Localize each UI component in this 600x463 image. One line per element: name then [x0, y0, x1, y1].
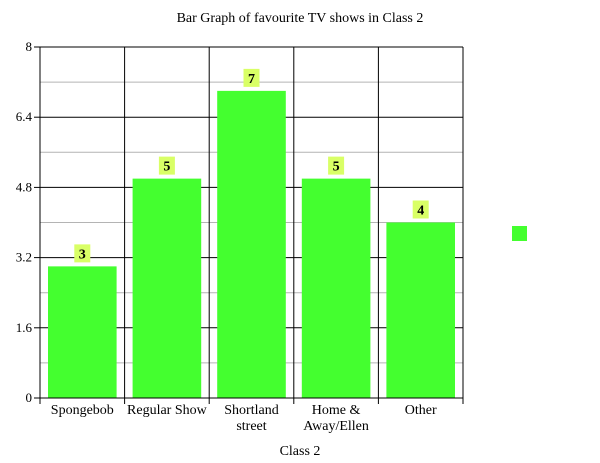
x-tick-label: street [236, 419, 266, 434]
chart-title: Bar Graph of favourite TV shows in Class… [177, 11, 424, 26]
x-tick-label: Away/Ellen [303, 419, 369, 434]
axes [34, 47, 463, 404]
x-tick-label: Home & [312, 403, 361, 418]
x-axis-label: Class 2 [280, 444, 321, 459]
y-axis-ticks: 0 1.6 3.2 4.8 6.4 8 [16, 39, 40, 405]
bar [386, 222, 455, 398]
data-label: 5 [163, 160, 170, 175]
y-tick-label: 0 [26, 390, 33, 405]
x-tick-label: Other [405, 403, 437, 418]
y-tick-label: 3.2 [16, 250, 32, 265]
bars [48, 90, 455, 398]
y-tick-label: 1.6 [16, 320, 33, 335]
data-label: 5 [333, 160, 340, 175]
legend-swatch [512, 226, 527, 241]
x-tick-label: Spongebob [51, 403, 114, 418]
data-label-bg [243, 68, 260, 87]
data-label: 7 [248, 72, 255, 87]
data-label: 4 [417, 204, 424, 219]
y-tick-label: 8 [26, 39, 33, 54]
y-tick-label: 6.4 [16, 109, 33, 124]
data-label: 3 [79, 247, 86, 262]
data-label-bg [158, 156, 175, 175]
y-tick-label: 4.8 [16, 179, 32, 194]
x-tick-label: Shortland [224, 403, 278, 418]
bar [48, 266, 117, 398]
data-label-bg [412, 200, 429, 219]
bar [217, 90, 286, 398]
data-label-bg [328, 156, 345, 175]
x-tick-label: Regular Show [127, 403, 208, 418]
bar [301, 178, 371, 398]
data-labels: 3 5 7 5 4 [74, 68, 429, 263]
data-label-bg [74, 244, 91, 263]
bar [132, 178, 202, 398]
